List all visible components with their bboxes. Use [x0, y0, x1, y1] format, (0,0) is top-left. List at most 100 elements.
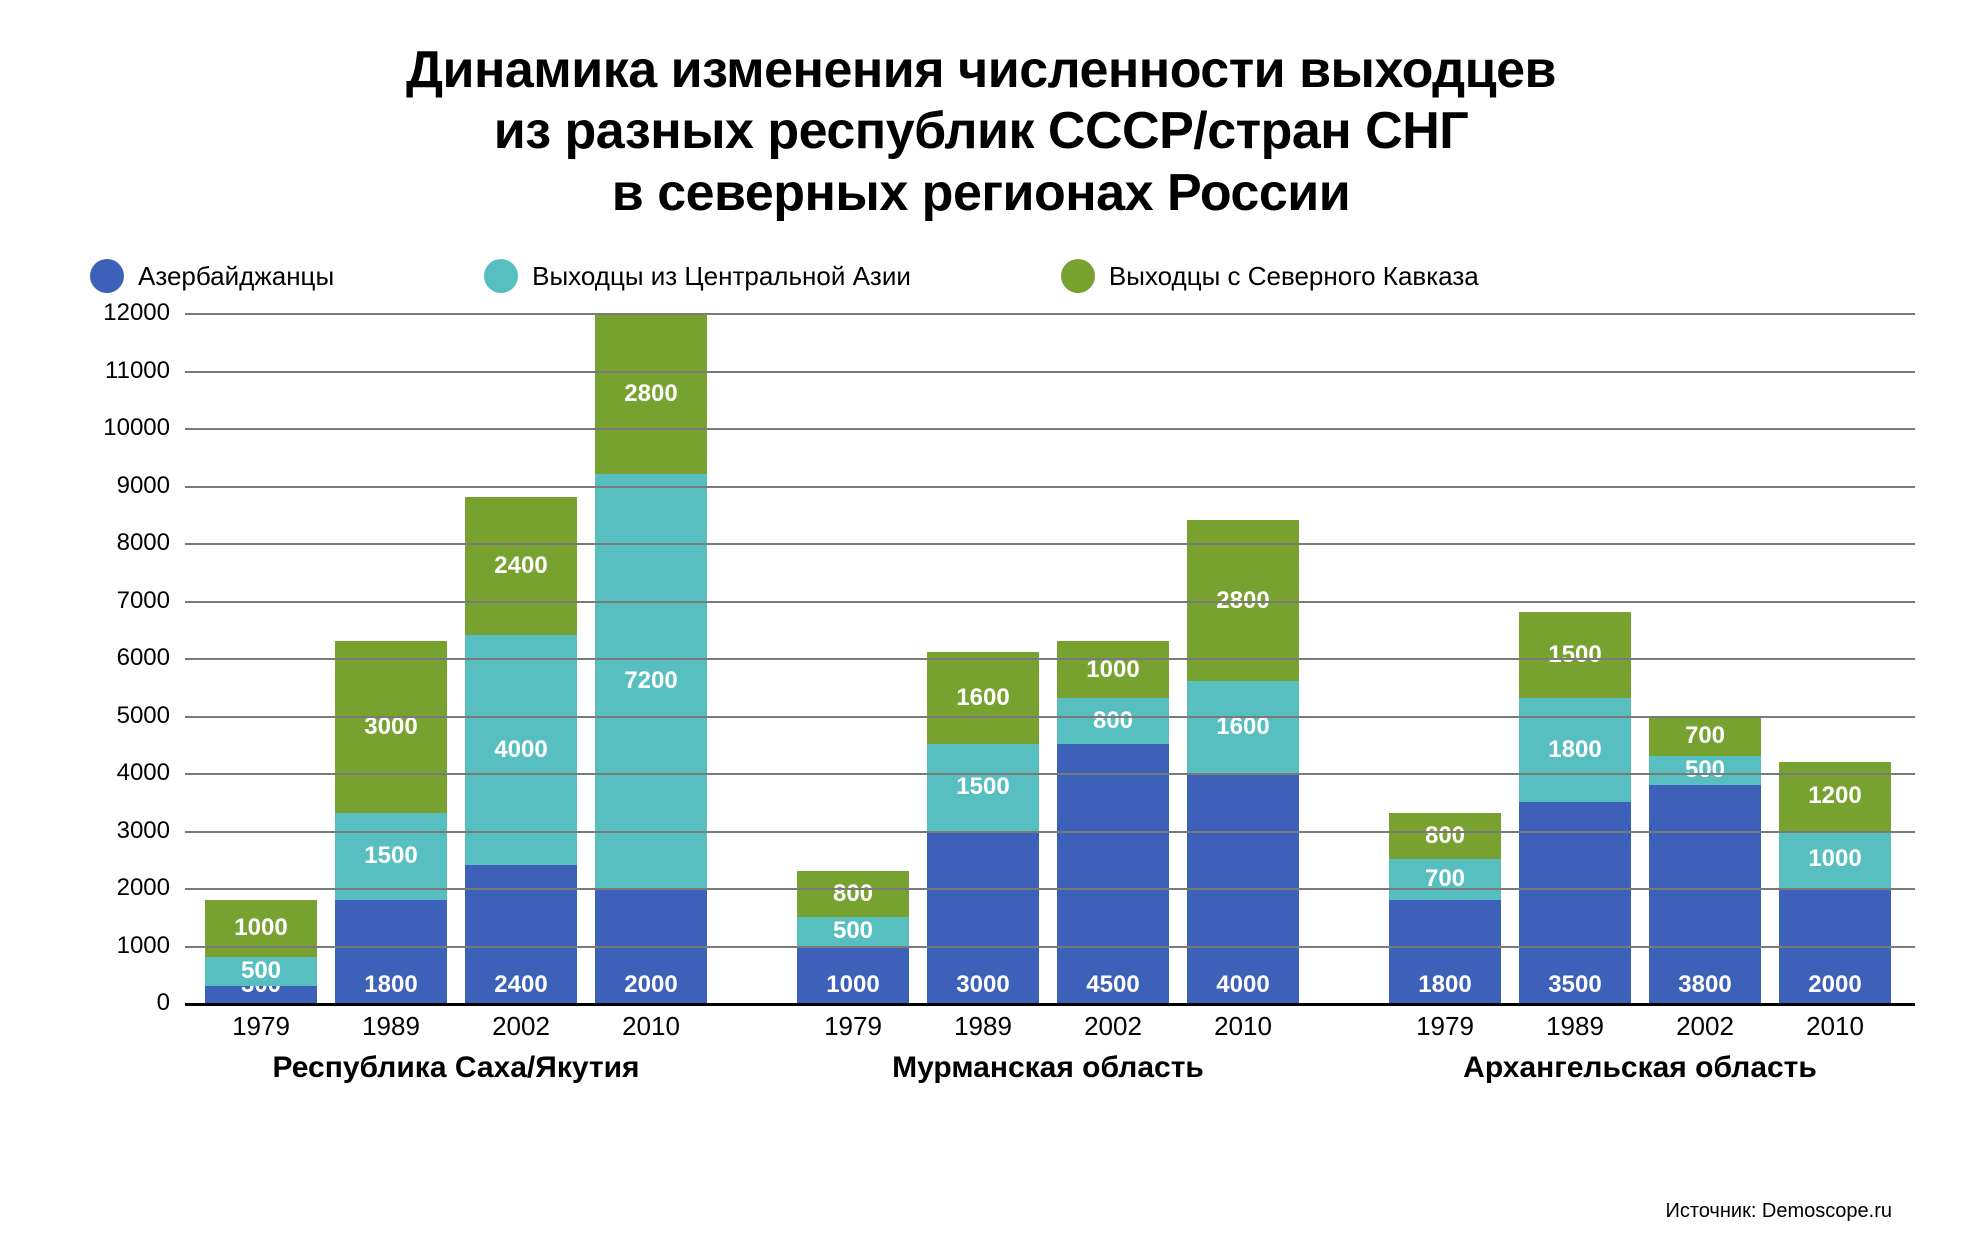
title-line: Динамика изменения численности выходцев: [70, 40, 1892, 101]
y-tick-label: 2000: [117, 874, 170, 902]
gridline: [185, 486, 1915, 488]
bar-segment: 1000: [797, 946, 909, 1004]
gridline: [185, 543, 1915, 545]
bar: 400016002800: [1187, 520, 1299, 1003]
bar: 30001500 1600: [927, 652, 1039, 1003]
bar-segment: 500: [797, 917, 909, 946]
plot-wrapper: 0100020003000400050006000700080009000100…: [90, 313, 1892, 1103]
legend-label: Азербайджанцы: [138, 261, 334, 292]
legend-label: Выходцы с Северного Кавказа: [1109, 261, 1479, 292]
gridline: [185, 313, 1915, 315]
gridline: [185, 946, 1915, 948]
bar-segment: 800: [1057, 698, 1169, 744]
bar: 240040002400: [465, 497, 577, 1003]
gridline: [185, 371, 1915, 373]
bar-segment: 1800: [335, 900, 447, 1004]
bar-segment-value: 1000: [1808, 845, 1861, 873]
chart-page: Динамика изменения численности выходцеви…: [0, 0, 1962, 1241]
bar-segment-value: 800: [833, 880, 873, 908]
bar-segment: 500: [205, 957, 317, 986]
bar-segment: 800: [1389, 813, 1501, 859]
x-tick-label: 2010: [622, 1011, 680, 1042]
bar-segment: 700: [1389, 859, 1501, 899]
bar-segment-value: 700: [1685, 722, 1725, 750]
y-tick-label: 9000: [117, 472, 170, 500]
bar: 1800 15003000: [335, 641, 447, 1003]
bar-segment: 1600: [927, 652, 1039, 744]
bar-segment: 300: [205, 986, 317, 1003]
bar-segment: 1200: [1779, 762, 1891, 831]
x-tick-label: 2002: [1676, 1011, 1734, 1042]
legend-item: Азербайджанцы: [90, 259, 334, 293]
y-tick-label: 0: [157, 989, 170, 1017]
x-tick-label: 1979: [232, 1011, 290, 1042]
y-tick-label: 5000: [117, 702, 170, 730]
y-tick-label: 10000: [103, 414, 170, 442]
chart-legend: Азербайджанцы Выходцы из Центральной Азии…: [90, 259, 1892, 293]
title-line: в северных регионах России: [70, 163, 1892, 224]
bar-segment-value: 1800: [1418, 971, 1471, 999]
bar-segment: 1000: [205, 900, 317, 958]
x-tick-label: 2002: [492, 1011, 550, 1042]
gridline: [185, 601, 1915, 603]
bar-segment: 3000: [335, 641, 447, 814]
legend-item: Выходцы из Центральной Азии: [484, 259, 911, 293]
bar-segment: 1500: [1519, 612, 1631, 698]
bar-segment: 1000: [1057, 641, 1169, 699]
bar-segment: 1500: [927, 744, 1039, 830]
bar-segment-value: 2000: [1808, 971, 1861, 999]
bar-segment-value: 1200: [1808, 782, 1861, 810]
gridline: [185, 658, 1915, 660]
bar-segment-value: 1000: [826, 971, 879, 999]
group-label: Республика Саха/Якутия: [272, 1051, 639, 1085]
bar-segment-value: 1500: [1548, 641, 1601, 669]
y-tick-label: 4000: [117, 759, 170, 787]
bar: 1800 700800: [1389, 813, 1501, 1003]
x-tick-label: 1989: [1546, 1011, 1604, 1042]
bar-segment-value: 1000: [234, 914, 287, 942]
bar-segment-value: 500: [1685, 756, 1725, 784]
bar-segment: 1500: [335, 813, 447, 899]
bar-segment: 3000: [927, 831, 1039, 1004]
y-tick-label: 1000: [117, 932, 170, 960]
bar-segment: 1600: [1187, 681, 1299, 773]
bar-segment: 2400: [465, 497, 577, 635]
source-text: Источник: Demoscope.ru: [1665, 1200, 1892, 1223]
bar: 300500 1000: [205, 900, 317, 1004]
x-tick-label: 1989: [362, 1011, 420, 1042]
bar: 3800 500 700: [1649, 716, 1761, 1004]
legend-item: Выходцы с Северного Кавказа: [1061, 259, 1479, 293]
x-axis-labels: 1979 1989 2002 2010 Республика Саха/Якутия 19…: [185, 1003, 1915, 1103]
group-label: Мурманская область: [892, 1051, 1204, 1085]
x-tick-label: 2010: [1806, 1011, 1864, 1042]
y-tick-label: 6000: [117, 644, 170, 672]
bar-segment-value: 1800: [364, 971, 417, 999]
bar-segment: 1800: [1389, 900, 1501, 1004]
bar-segment-value: 3500: [1548, 971, 1601, 999]
x-tick-label: 1989: [954, 1011, 1012, 1042]
bar-segment-value: 2000: [624, 971, 677, 999]
bar-segment: 1800: [1519, 698, 1631, 802]
bar-segment-value: 1800: [1548, 736, 1601, 764]
bar-segment-value: 500: [241, 957, 281, 985]
y-tick-label: 3000: [117, 817, 170, 845]
bar-segment-value: 2800: [624, 380, 677, 408]
gridline: [185, 831, 1915, 833]
bar-segment-value: 2400: [494, 552, 547, 580]
bar-segment-value: 4000: [1216, 971, 1269, 999]
chart-title: Динамика изменения численности выходцеви…: [70, 40, 1892, 224]
bar-segment-value: 1600: [956, 684, 1009, 712]
bar-segment: 3800: [1649, 785, 1761, 1004]
x-tick-label: 2002: [1084, 1011, 1142, 1042]
gridline: [185, 773, 1915, 775]
bar-segment-value: 7200: [624, 667, 677, 695]
x-tick-label: 1979: [824, 1011, 882, 1042]
bar-segment: 500: [1649, 756, 1761, 785]
bar-segment-value: 3800: [1678, 971, 1731, 999]
y-tick-label: 8000: [117, 529, 170, 557]
gridline: [185, 428, 1915, 430]
bar-segment: 800: [797, 871, 909, 917]
title-line: из разных республик СССР/стран СНГ: [70, 101, 1892, 162]
y-tick-label: 12000: [103, 299, 170, 327]
bar: 45008001000: [1057, 641, 1169, 1003]
